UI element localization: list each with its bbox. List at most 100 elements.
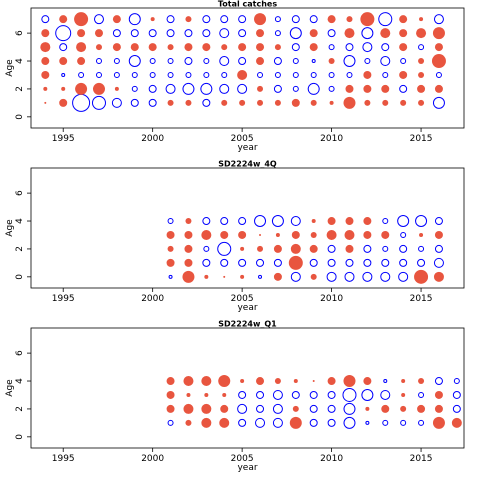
bubble-negative xyxy=(327,418,336,427)
bubble-negative xyxy=(112,29,121,38)
bubble-negative xyxy=(200,82,213,95)
bubble-negative xyxy=(182,82,195,95)
bubble-negative xyxy=(289,27,302,40)
bubble-negative xyxy=(328,71,335,78)
bubble-positive xyxy=(238,230,247,239)
bubble-negative xyxy=(55,25,72,42)
bubble-negative xyxy=(343,402,356,415)
bubble-negative xyxy=(72,93,91,112)
bubble-negative xyxy=(219,83,230,94)
panel-total-catches: Total catches year Age 1995 2000 2005 2010 2… xyxy=(5,0,465,153)
bubble-positive xyxy=(418,99,425,106)
bubble-negative xyxy=(291,390,300,399)
bubble-positive xyxy=(310,231,317,238)
bubble-positive xyxy=(95,44,102,51)
bubble-positive xyxy=(166,258,175,267)
bubble-negative xyxy=(343,55,356,68)
x-tick-label: 2010 xyxy=(320,134,343,144)
bubble-negative xyxy=(91,95,106,110)
bubble-positive xyxy=(130,43,139,52)
bubble-negative xyxy=(399,258,408,267)
bubble-positive xyxy=(166,404,175,413)
bubble-positive xyxy=(274,378,281,385)
bubble-negative xyxy=(238,29,247,38)
bubble-positive xyxy=(431,54,446,69)
bubble-negative xyxy=(149,71,156,78)
y-tick-label: 6 xyxy=(15,190,25,196)
bubble-positive xyxy=(434,43,443,52)
plot-area-frame xyxy=(30,327,465,449)
panel-title-sd2224w-4q: SD2224w_4Q xyxy=(218,160,277,169)
bubble-negative xyxy=(327,258,336,267)
x-tick-label: 2015 xyxy=(410,454,433,464)
bubble-negative xyxy=(95,71,102,78)
bubble-negative xyxy=(131,85,138,92)
bubble-negative xyxy=(130,29,139,38)
bubble-negative xyxy=(273,57,282,66)
bubble-negative xyxy=(380,56,391,67)
bubble-positive xyxy=(399,15,408,24)
bubble-negative xyxy=(415,215,428,228)
bubble-negative xyxy=(41,15,50,24)
bubble-negative xyxy=(167,419,174,426)
bubble-negative xyxy=(238,217,247,226)
bubble-positive xyxy=(344,229,355,240)
bubble-positive xyxy=(293,379,298,384)
y-tick-label: 6 xyxy=(15,350,25,356)
bubble-positive xyxy=(434,84,443,93)
bubble-positive xyxy=(310,273,317,280)
bubble-positive xyxy=(275,232,280,237)
bubble-positive xyxy=(256,29,265,38)
bubble-positive xyxy=(112,43,121,52)
bubble-positive xyxy=(204,392,209,397)
bubble-negative xyxy=(237,403,248,414)
bubble-positive xyxy=(274,99,281,106)
bubble-negative xyxy=(382,71,389,78)
bubble-positive xyxy=(291,230,300,239)
bubble-negative xyxy=(292,85,299,92)
bubble-negative xyxy=(327,390,336,399)
bubble-negative xyxy=(400,58,407,65)
bubble-positive xyxy=(292,405,299,412)
bubble-negative xyxy=(327,244,336,253)
x-tick-label: 1995 xyxy=(52,454,75,464)
bubble-negative xyxy=(203,245,210,252)
bubble-negative xyxy=(380,271,391,282)
bubble-negative xyxy=(148,84,157,93)
bubble-negative xyxy=(365,420,370,425)
bubble-negative xyxy=(202,29,211,38)
bubble-negative xyxy=(432,96,445,109)
bubble-negative xyxy=(184,29,193,38)
bubble-positive xyxy=(433,271,444,282)
bubble-positive xyxy=(259,233,262,236)
bubble-positive xyxy=(237,69,248,80)
bubble-positive xyxy=(59,15,68,24)
bubble-positive xyxy=(344,28,355,39)
bubble-negative xyxy=(434,244,443,253)
bubble-positive xyxy=(238,43,247,52)
bubble-negative xyxy=(148,98,157,107)
bubble-positive xyxy=(273,244,282,253)
bubble-positive xyxy=(399,43,408,52)
bubble-positive xyxy=(183,403,194,414)
bubble-positive xyxy=(201,376,212,387)
bubble-positive xyxy=(166,390,175,399)
bubble-positive xyxy=(434,404,443,413)
bubble-negative xyxy=(326,271,337,282)
bubble-negative xyxy=(362,271,373,282)
bubble-positive xyxy=(204,274,209,279)
bubble-negative xyxy=(418,245,425,252)
bubble-negative xyxy=(434,217,443,226)
bubble-negative xyxy=(61,72,66,77)
bubble-positive xyxy=(419,232,424,237)
bubble-negative xyxy=(309,418,318,427)
y-axis-label: Age xyxy=(5,219,15,237)
bubble-negative xyxy=(435,71,442,78)
bubble-negative xyxy=(203,71,210,78)
bubble-positive xyxy=(43,86,48,91)
bubble-positive xyxy=(419,17,424,22)
x-tick-label: 2015 xyxy=(410,134,433,144)
bubble-positive xyxy=(363,84,372,93)
bubble-negative xyxy=(185,71,192,78)
bubble-positive xyxy=(201,229,212,240)
